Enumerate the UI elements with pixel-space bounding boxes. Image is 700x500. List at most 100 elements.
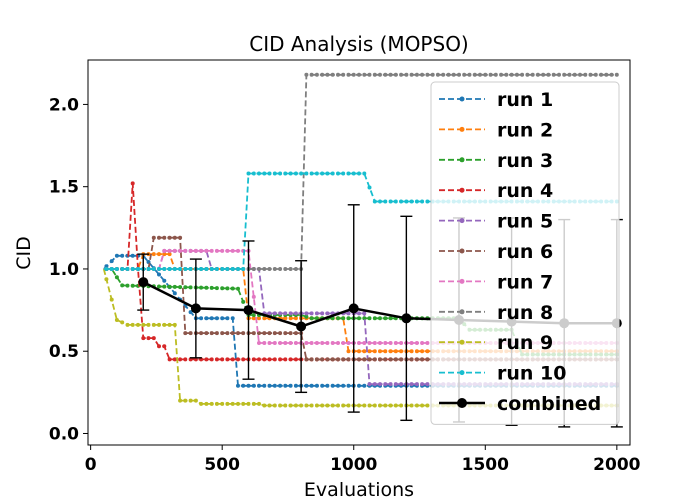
legend-marker (459, 248, 465, 254)
series-run-8-point (457, 72, 461, 77)
series-run-5-point (372, 382, 377, 387)
series-run-7-point (178, 248, 183, 253)
series-run-9-point (372, 403, 377, 408)
series-run-8-point (541, 72, 546, 77)
series-run-3-point (162, 284, 167, 289)
x-tick-label: 2000 (593, 455, 640, 475)
series-run-10-point (214, 267, 219, 271)
series-run-9-point (320, 403, 325, 408)
series-run-3-point (230, 286, 235, 291)
series-run-2-point (251, 316, 256, 321)
series-run-3-point (204, 285, 209, 290)
series-run-7-point (330, 341, 335, 345)
series-run-7-point (372, 341, 377, 345)
series-run-8-point (478, 72, 482, 77)
series-run-4-point (230, 357, 235, 362)
series-run-8-point (546, 72, 551, 77)
chart-title: CID Analysis (MOPSO) (249, 32, 468, 56)
series-run-7-point (304, 341, 309, 345)
legend-label: run 3 (497, 150, 553, 172)
legend-item: combined (439, 393, 601, 415)
series-run-9-point (314, 403, 319, 408)
series-run-2-point (257, 316, 261, 321)
series-run-1-point (325, 383, 330, 388)
series-run-6-point (293, 331, 298, 336)
series-run-6-point (378, 357, 382, 362)
series-run-9-point (325, 403, 330, 408)
series-run-1-point (283, 383, 288, 388)
series-run-5-point (357, 311, 361, 316)
series-run-8-point (604, 72, 609, 77)
series-run-7-point (278, 341, 283, 345)
series-run-8-point (557, 72, 561, 77)
series-run-7-point (378, 341, 382, 345)
series-run-9-point (220, 401, 225, 406)
series-run-6-point (251, 331, 256, 336)
x-tick-label: 1500 (462, 455, 509, 475)
series-run-5-point (320, 311, 325, 316)
series-run-6-point (183, 331, 188, 336)
series-run-10-point (178, 267, 183, 271)
series-run-10-point (225, 267, 230, 271)
series-run-8-point (320, 72, 325, 77)
y-tick-label: 1.5 (49, 178, 79, 198)
series-run-8-point (441, 72, 446, 77)
series-run-10-point (136, 267, 140, 271)
series-run-9-point (367, 403, 372, 408)
series-run-8-point (572, 72, 577, 77)
series-run-8-point (588, 72, 593, 77)
series-run-3-point (114, 275, 119, 280)
series-run-6-point (267, 331, 272, 336)
legend: run 1 run 2 run 3 run 4 run 5 run 6 run 7 run 8… (430, 81, 620, 425)
series-run-10-point (325, 171, 330, 176)
series-run-3-point (236, 286, 240, 291)
series-run-10-point (272, 171, 277, 176)
series-run-10-point (146, 267, 151, 271)
series-run-6-point (414, 357, 419, 362)
series-run-6-point (409, 357, 414, 362)
series-run-8-point (372, 72, 377, 77)
series-run-6-point (188, 331, 193, 336)
series-run-6-point (388, 357, 393, 362)
series-run-7-point (188, 248, 193, 253)
series-run-8-point (614, 72, 619, 77)
series-run-7-point (172, 248, 177, 253)
series-run-10-point (278, 171, 283, 176)
series-run-10-point (378, 199, 382, 204)
series-run-5-point (399, 382, 404, 387)
y-tick-label: 1.0 (49, 260, 79, 280)
legend-item: run 6 (439, 241, 553, 263)
series-run-6-point (209, 331, 214, 336)
series-run-7-point (336, 341, 340, 345)
series-run-4-point (204, 357, 209, 362)
legend-label: combined (497, 393, 601, 415)
series-run-8-point (504, 72, 509, 77)
series-run-2-point (425, 349, 430, 354)
series-run-9-point (257, 401, 261, 406)
series-run-9-point (309, 403, 314, 408)
series-run-3-point (330, 316, 335, 321)
series-run-4-point (241, 357, 246, 362)
series-run-7-point (409, 341, 414, 345)
series-run-2-point (409, 349, 414, 354)
x-tick-label: 500 (204, 455, 240, 475)
series-run-10-point (357, 171, 361, 176)
series-run-10-point (199, 267, 204, 271)
series-run-8-point (451, 72, 456, 77)
series-run-6-point (320, 357, 325, 362)
series-run-1-point (109, 259, 114, 264)
series-run-9-point (288, 403, 293, 408)
y-tick-label: 2.0 (49, 95, 79, 115)
series-run-1-point (309, 383, 314, 388)
series-run-1-point (278, 383, 283, 388)
series-run-3-point (125, 283, 130, 288)
series-run-4-point (262, 357, 267, 362)
series-run-6-point (167, 235, 172, 240)
x-tick-label: 1000 (330, 455, 377, 475)
series-run-7-point (293, 341, 298, 345)
series-run-7-point (209, 248, 214, 253)
series-run-4-point (157, 344, 161, 349)
series-run-6-point (425, 357, 430, 362)
series-run-9-point (299, 403, 304, 408)
